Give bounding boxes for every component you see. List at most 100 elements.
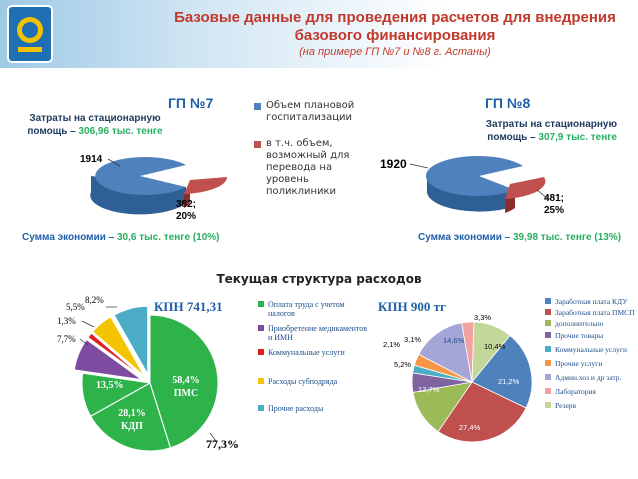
gp8-savings-value: 39,98 тыс. тенге (13%) [513, 232, 622, 243]
page-title: Базовые данные для проведения расчетов д… [174, 9, 616, 44]
gp7-label-1914: 1914 [80, 154, 103, 165]
kpn1-slice-4 [113, 305, 149, 377]
kpn1-legend-label: Приобретение медикаментов и ИМН [268, 324, 368, 342]
kpn1-legend-label: Прочие расходы [268, 404, 324, 413]
kpn1-swatch-teal [258, 405, 264, 411]
kpn1-swatch-red [258, 349, 264, 355]
kpn2-label-3.3: 3,3% [474, 313, 492, 322]
kpn2-legend-item: Админ.хоз и др затр. [545, 373, 635, 382]
gp8-cost-label: Затраты на стационарную помощь – [485, 119, 617, 143]
kpn1-label-8.2: 8,2% [85, 295, 104, 305]
gp-pie-legend: Объем плановой госпитализации в т.ч. объ… [254, 100, 366, 202]
kpn1-legend-item: Приобретение медикаментов и ИМН [258, 324, 370, 342]
kpn2-label-12.7: 12,7% [418, 385, 440, 394]
kpn2-label-21.2: 21,2% [498, 377, 520, 386]
gp7-cost-label: Затраты на стационарную помощь – [27, 113, 161, 137]
kpn1-swatch-yellow [258, 378, 264, 384]
gp8-label-481: 481; 25% [544, 193, 565, 216]
kpn2-legend-label: Админ.хоз и др затр. [555, 373, 622, 382]
kpn2-legend-label: Прочие услуги [555, 359, 603, 368]
kpn2-legend-item: Прочие товары [545, 331, 635, 340]
kpn1-label-5.5: 5,5% [66, 302, 85, 312]
gp8-slice-blue [425, 155, 523, 196]
gp8-savings-label: Сумма экономии – [418, 232, 511, 243]
kpn2-legend-label: Лаборатория [555, 387, 597, 396]
kpn1-slice-1 [73, 338, 142, 381]
emblem-logo [7, 5, 53, 63]
gp8-slice-red [505, 177, 546, 199]
header-bar [0, 0, 638, 68]
kpn1-legend-label: Коммунальные услуги [268, 348, 345, 357]
kpn1-label-kdp: 28,1% КДП [118, 408, 146, 432]
gp7-slice-red [184, 177, 228, 194]
kpn1-pie-chart [73, 305, 219, 452]
kpn2-label-3.1: 3,1% [404, 335, 422, 344]
kpn2-legend-item: Коммунальные услуги [545, 345, 635, 354]
kpn2-slice-2 [471, 335, 533, 409]
gp8-heading: ГП №8 [485, 95, 531, 111]
kpn1-legend-item: Коммунальные услуги [258, 348, 370, 357]
kpn2-label-14.6: 14,6% [443, 336, 465, 345]
kpn1-label-77.3: 77,3% [206, 437, 239, 451]
kpn1-label-1.3: 1,3% [57, 316, 76, 326]
kpn2-legend-item: Лаборатория [545, 387, 635, 396]
kpn1-slice-2 [87, 332, 144, 378]
kpn2-swatch-9 [545, 402, 551, 408]
gp8-cost: Затраты на стационарную помощь – 307,9 т… [472, 118, 617, 144]
kpn1-leader-77.3 [209, 432, 217, 442]
kpn1-legend-label: Оплата труда с учетом налогов [268, 300, 345, 318]
kpn1-subdivider-0 [149, 382, 172, 449]
gp7-cost: Затраты на стационарную помощь – 306,96 … [20, 112, 170, 138]
kpn1-label-pms: 58,4% ПМС [172, 375, 200, 399]
kpn1-label-7.7: 7,7% [57, 334, 76, 344]
kpn2-legend-item: Заработная плата КДУ [545, 297, 635, 306]
gp7-savings: Сумма экономии – 30,6 тыс. тенге (10%) [22, 232, 219, 243]
gp7-savings-label: Сумма экономии – [22, 232, 115, 243]
kpn1-legend-item: Расходы субподряда [258, 377, 370, 386]
kpn2-slice-8 [418, 322, 473, 383]
gp7-label-382: 382; 20% [175, 199, 196, 222]
kpn2-legend-item: дополнительно [545, 319, 635, 328]
kpn1-label-13.5: 13,5% [96, 380, 124, 391]
kpn2-swatch-1 [545, 298, 551, 304]
kpn2-legend-item: Заработная плата ПМСП [545, 308, 635, 317]
kpn2-swatch-4 [545, 332, 551, 338]
kpn1-slice-3 [92, 316, 145, 377]
legend-label-planned: Объем плановой госпитализации [266, 100, 355, 123]
gp8-label-1920: 1920 [380, 157, 407, 171]
kpn1-title: КПН 741,31 [154, 299, 223, 314]
gp7-cost-value: 306,96 тыс. тенге [78, 126, 163, 137]
legend-swatch-red [254, 141, 261, 148]
gp8-savings: Сумма экономии – 39,98 тыс. тенге (13%) [418, 232, 621, 243]
section-title: Текущая структура расходов [216, 272, 422, 286]
kpn2-label-2.1: 2,1% [383, 340, 401, 349]
kpn1-leader-7.7 [79, 338, 89, 346]
kpn1-swatch-purple [258, 325, 264, 331]
kpn2-legend-label: Коммунальные услуги [555, 345, 627, 354]
gp8-pie-chart [409, 155, 548, 213]
kpn2-swatch-8 [545, 388, 551, 394]
kpn2-swatch-6 [545, 360, 551, 366]
kpn2-label-10.4: 10,4% [484, 342, 506, 351]
kpn2-title: КПН 900 тг [378, 299, 446, 314]
kpn2-legend: Заработная плата КДУ Заработная плата ПМ… [545, 297, 635, 412]
kpn2-label-5.2: 5,2% [394, 360, 412, 369]
page-subtitle: (на примере ГП №7 и №8 г. Астаны) [299, 46, 491, 58]
kpn1-legend-label: Расходы субподряда [268, 377, 338, 386]
kpn2-swatch-7 [545, 374, 551, 380]
gp7-heading: ГП №7 [168, 95, 214, 111]
kpn2-swatch-3 [545, 320, 551, 326]
kpn2-legend-item: Резерв [545, 401, 635, 410]
kpn2-swatch-5 [545, 346, 551, 352]
kpn2-label-27.4: 27,4% [459, 423, 481, 432]
gp7-leader-1 [107, 158, 121, 167]
legend-swatch-blue [254, 103, 261, 110]
legend-item-transfer: в т.ч. объем, возможный для перевода на … [254, 138, 366, 198]
legend-label-transfer: в т.ч. объем, возможный для перевода на … [266, 138, 350, 197]
kpn2-legend-label: Резерв [555, 401, 577, 410]
gp8-leader-2 [536, 189, 548, 199]
kpn2-legend-label: Прочие товары [555, 331, 604, 340]
kpn1-legend-item: Оплата труда с учетом налогов [258, 300, 370, 318]
gp7-pie-chart [90, 157, 228, 215]
kpn1-leader-1.3 [81, 320, 95, 328]
